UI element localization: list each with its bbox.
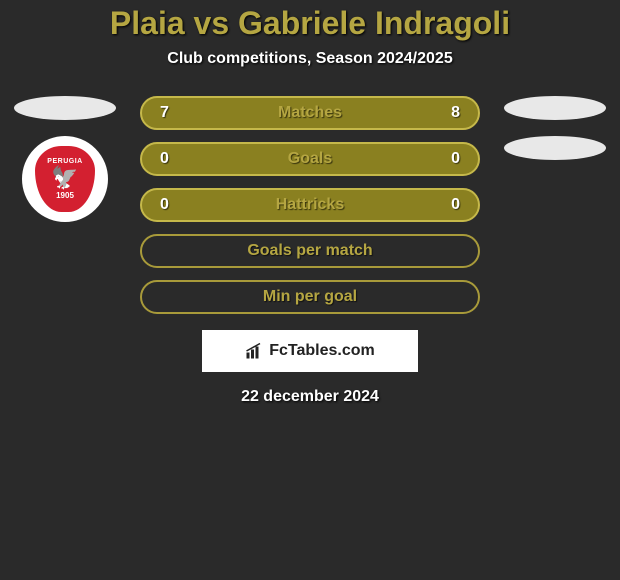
stat-label: Goals per match [247,242,372,260]
attribution-text: FcTables.com [269,342,375,360]
griffin-icon: 🦅 [51,167,78,189]
stat-bar-min-per-goal: Min per goal [140,280,480,314]
left-column: PERUGIA 🦅 1905 [10,96,120,222]
attribution-badge: FcTables.com [202,330,418,372]
perugia-shield-icon: PERUGIA 🦅 1905 [33,144,97,214]
stat-left-value: 0 [160,196,169,214]
stats-column: 7 Matches 8 0 Goals 0 0 Hattricks 0 Goal… [140,96,480,314]
subtitle: Club competitions, Season 2024/2025 [0,50,620,68]
right-club-badge-placeholder [504,136,606,160]
badge-year: 1905 [56,191,74,200]
stat-label: Goals [288,150,332,168]
left-player-photo-placeholder [14,96,116,120]
badge-text-top: PERUGIA [47,158,82,165]
stat-label: Matches [278,104,342,122]
stat-label: Min per goal [263,288,357,306]
right-player-photo-placeholder [504,96,606,120]
stat-bar-hattricks: 0 Hattricks 0 [140,188,480,222]
stat-bar-matches: 7 Matches 8 [140,96,480,130]
stat-left-value: 7 [160,104,169,122]
stat-right-value: 0 [451,150,460,168]
right-column [500,96,610,160]
date-text: 22 december 2024 [0,388,620,406]
left-club-badge: PERUGIA 🦅 1905 [22,136,108,222]
stat-bar-goals: 0 Goals 0 [140,142,480,176]
bars-icon [245,342,263,360]
stat-bar-goals-per-match: Goals per match [140,234,480,268]
stat-label: Hattricks [276,196,344,214]
stat-right-value: 8 [451,104,460,122]
page-title: Plaia vs Gabriele Indragoli [0,5,620,42]
comparison-row: PERUGIA 🦅 1905 7 Matches 8 0 Goals 0 0 H… [0,96,620,314]
stat-left-value: 0 [160,150,169,168]
stat-right-value: 0 [451,196,460,214]
